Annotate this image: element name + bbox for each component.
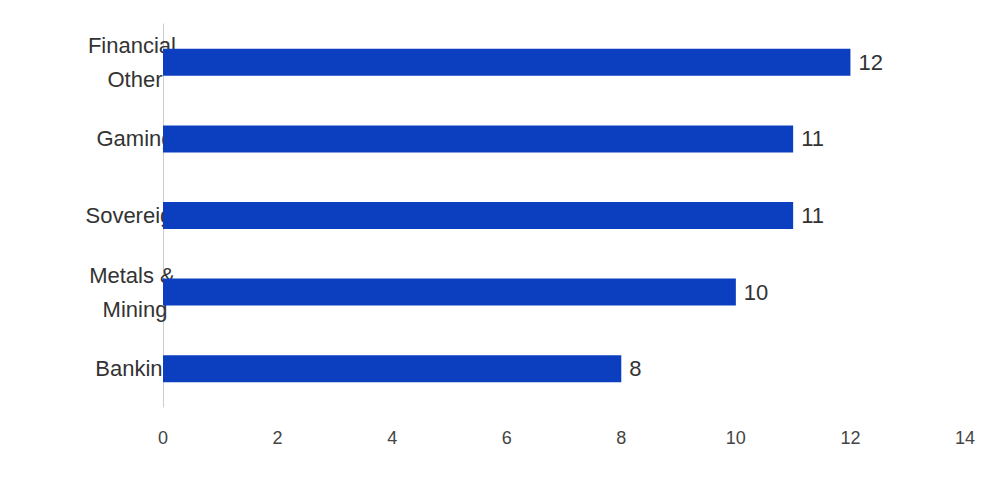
svg-text:Other: Other [107,67,162,92]
svg-text:6: 6 [502,428,512,448]
svg-text:4: 4 [387,428,397,448]
svg-text:12: 12 [858,50,882,75]
svg-text:0: 0 [158,428,168,448]
svg-text:Sovereign: Sovereign [85,203,185,228]
svg-text:2: 2 [273,428,283,448]
svg-text:Gaming: Gaming [96,126,173,151]
svg-text:12: 12 [840,428,860,448]
svg-text:11: 11 [801,126,824,151]
svg-text:14: 14 [955,428,975,448]
svg-text:Mining: Mining [103,297,168,322]
svg-text:Financial: Financial [87,32,183,58]
svg-text:10: 10 [726,428,746,448]
svg-text:Banking: Banking [95,356,175,381]
svg-text:8: 8 [616,428,626,448]
svg-text:Metals &: Metals & [89,262,181,288]
svg-text:8: 8 [629,356,641,381]
svg-text:10: 10 [744,280,768,305]
svg-text:11: 11 [801,203,824,228]
